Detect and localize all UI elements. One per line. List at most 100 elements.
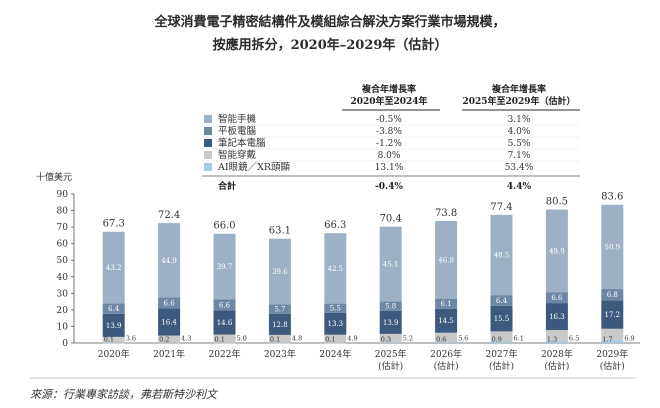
bar-total-label: 66.0 <box>213 221 235 232</box>
segment-label: 0.1 <box>215 336 225 344</box>
cagr-2025-2029: 5.5% <box>508 139 531 149</box>
segment-label: 6.4 <box>496 297 508 305</box>
bar-segment <box>601 340 624 343</box>
bar-segment <box>324 233 347 304</box>
bar-segment <box>268 304 291 314</box>
segment-label: 5.2 <box>403 335 413 343</box>
bar-segment <box>379 226 402 302</box>
legend-swatch <box>204 139 212 147</box>
bar-segment <box>545 209 568 293</box>
segment-label: 0.1 <box>325 336 335 344</box>
cagr-col1-header-line1: 複合年增長率 <box>361 83 416 95</box>
segment-label: 6.6 <box>551 294 563 302</box>
y-tick-label: 80 <box>57 207 69 217</box>
x-axis-labels: 2020年 2021年 2022年 2023年 2024年 2025年(估計)2026年(… <box>98 348 629 372</box>
y-axis-unit: 十億美元 <box>36 171 72 183</box>
x-tick-label: 2025年 <box>375 348 407 360</box>
bar-segment <box>435 308 458 333</box>
segment-label: 1.3 <box>547 336 557 344</box>
segment-label: 39.7 <box>217 263 233 271</box>
y-tick-label: 60 <box>57 240 69 250</box>
bar-total-label: 66.3 <box>324 220 346 231</box>
segment-label: 0.6 <box>436 336 446 344</box>
bar-segment <box>268 313 291 335</box>
bar-total-label: 72.4 <box>158 210 180 221</box>
x-tick-note: (估計) <box>544 360 569 372</box>
bar-segment <box>324 342 347 344</box>
bar-segment <box>213 342 236 344</box>
bar-segment <box>158 308 181 336</box>
segment-label: 15.5 <box>494 315 510 323</box>
segment-label: 4.9 <box>347 335 357 343</box>
cagr-col2-header-line1: 複合年增長率 <box>491 83 546 95</box>
bar-segment <box>545 340 568 343</box>
segment-label: 6.1 <box>441 300 452 308</box>
segment-label: 39.6 <box>272 268 288 276</box>
bar-segment <box>435 298 458 309</box>
segment-label: 17.2 <box>605 311 621 319</box>
segment-label: 49.9 <box>549 247 565 255</box>
bar-segment <box>379 342 402 344</box>
cagr-col1-header-line2: 2020年至2024年 <box>350 95 427 107</box>
legend-swatch <box>204 127 212 135</box>
bar-segment <box>490 305 513 332</box>
bar-segment <box>490 341 513 343</box>
legend-label: 智能穿戴 <box>218 149 257 161</box>
bar-segment <box>601 204 624 290</box>
bar-segment <box>435 220 458 299</box>
segment-label: 13.9 <box>106 322 122 330</box>
bar-segment <box>158 297 181 309</box>
x-tick-label: 2029年 <box>596 348 628 360</box>
legend-label: AI眼鏡／XR頭顯 <box>217 161 291 173</box>
legend-swatch <box>204 115 212 123</box>
bar-segment <box>545 330 568 341</box>
y-tick-label: 70 <box>57 223 69 233</box>
segment-label: 3.6 <box>126 335 136 343</box>
segment-label: 4.3 <box>181 335 191 343</box>
segment-label: 5.5 <box>330 305 341 313</box>
legend-label: 智能手機 <box>218 113 257 125</box>
segment-label: 5.7 <box>274 305 285 313</box>
cagr-2020-2024: -3.8% <box>376 127 402 137</box>
bar-segment <box>379 301 402 311</box>
legend-label: 平板電腦 <box>218 125 257 137</box>
bar-segment <box>158 342 181 344</box>
segment-label: 1.7 <box>602 336 612 344</box>
segment-label: 14.5 <box>438 317 454 325</box>
x-tick-note: (估計) <box>489 360 514 372</box>
segment-label: 14.6 <box>217 319 233 327</box>
x-tick-label: 2026年 <box>430 348 462 360</box>
bar-total-label: 77.4 <box>490 202 512 213</box>
bar-total-label: 70.4 <box>380 213 402 224</box>
segment-label: 43.2 <box>106 264 122 272</box>
bar-segment <box>379 310 402 334</box>
y-tick-label: 40 <box>57 273 69 283</box>
bar-segment <box>490 214 513 296</box>
segment-label: 0.9 <box>492 336 502 344</box>
segment-label: 6.1 <box>514 335 524 343</box>
x-tick-note: (估計) <box>434 360 459 372</box>
y-tick-label: 20 <box>57 306 69 316</box>
segment-label: 5.8 <box>385 303 396 311</box>
segment-label: 42.5 <box>328 265 344 273</box>
segment-label: 0.2 <box>159 336 169 344</box>
bar-segment <box>601 289 624 301</box>
x-tick-label: 2027年 <box>486 348 518 360</box>
cagr-2020-2024: -0.5% <box>376 115 402 125</box>
segment-label: 48.5 <box>494 252 510 260</box>
bar-segment <box>158 223 181 298</box>
cagr-2025-2029: 53.4% <box>505 163 534 173</box>
segment-label: 6.6 <box>164 299 176 307</box>
bar-segment <box>601 328 624 341</box>
bar-segment <box>435 342 458 343</box>
x-tick-label: 2020年 <box>98 348 130 360</box>
segment-label: 6.9 <box>624 335 634 343</box>
cagr-col2-header-line2: 2025年至2029年（估計） <box>462 95 575 107</box>
legend-swatch <box>204 151 212 159</box>
bar-segment <box>490 295 513 306</box>
bar-segment <box>268 334 291 343</box>
bar-segment <box>601 300 624 329</box>
segment-label: 6.4 <box>108 305 120 313</box>
bar-segment <box>102 303 125 314</box>
